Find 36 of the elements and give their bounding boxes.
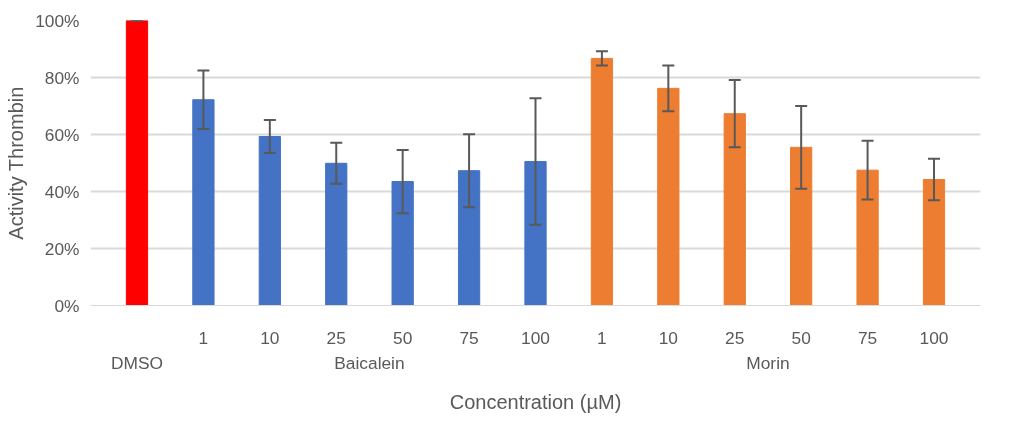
bar [856, 169, 879, 306]
bar [192, 99, 215, 306]
x-tick-label: 100 [919, 327, 949, 348]
x-tick-label: 75 [459, 327, 479, 348]
y-tick-label: 80% [44, 67, 80, 88]
bar [524, 161, 547, 306]
x-tick-label: 100 [521, 327, 550, 348]
bar [125, 20, 149, 306]
bar [590, 57, 614, 306]
text: Baicalein [334, 352, 405, 373]
x-tick-label: 10 [260, 327, 280, 348]
bar [258, 135, 281, 306]
bar [391, 181, 414, 306]
x-tick-label: 25 [725, 327, 745, 348]
bar [325, 162, 348, 306]
bar [790, 146, 813, 306]
bar [723, 113, 746, 306]
x-tick-label: 75 [857, 327, 878, 348]
text: DMSO [111, 352, 163, 373]
x-axis-title: Concentration (µM) [449, 390, 622, 413]
y-tick-label: 0% [54, 295, 80, 316]
x-tick-label: 1 [198, 327, 209, 348]
y-tick-label: 100% [35, 10, 80, 31]
y-tick-label: 20% [44, 238, 80, 259]
y-tick-label: 60% [44, 124, 80, 145]
x-tick-label: 50 [393, 327, 413, 348]
text: Morin [746, 352, 790, 373]
x-tick-label: 1 [597, 327, 607, 348]
x-tick-label: 50 [791, 327, 811, 348]
bar [657, 87, 680, 306]
x-tick-label: 10 [658, 327, 678, 348]
bar [922, 179, 946, 306]
x-tick-label: 25 [326, 327, 346, 348]
y-tick-label: 40% [44, 181, 80, 202]
bar [457, 170, 481, 306]
y-axis-title: Activity Thrombin [5, 86, 28, 240]
